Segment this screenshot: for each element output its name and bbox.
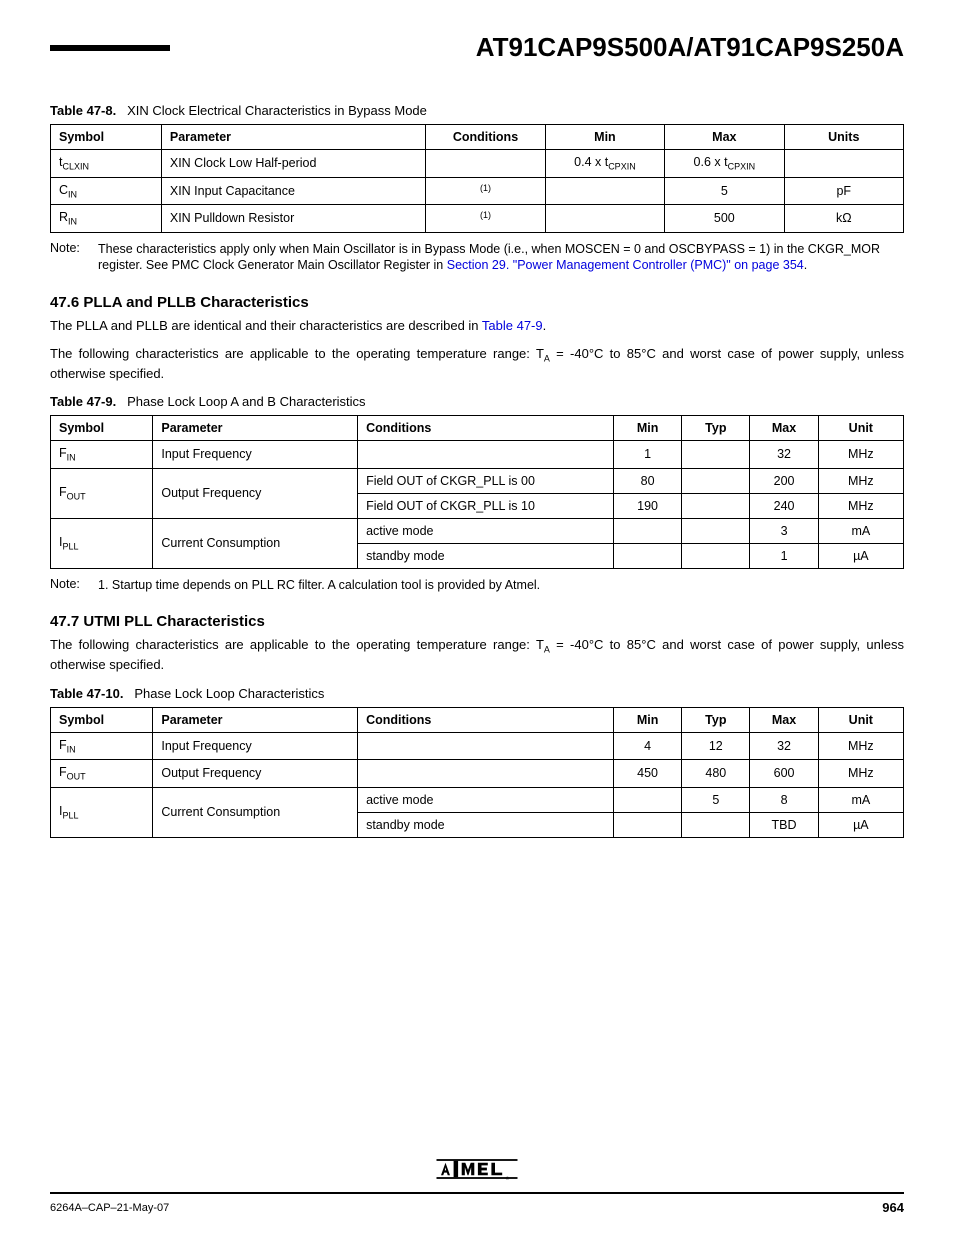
table-row: FOUTOutput Frequency450480600MHz bbox=[51, 760, 904, 788]
col-header: Max bbox=[665, 125, 784, 150]
link-table-479[interactable]: Table 47-9 bbox=[482, 318, 543, 333]
col-header: Parameter bbox=[153, 707, 358, 732]
table-479-note: Note: 1. Startup time depends on PLL RC … bbox=[50, 577, 904, 594]
table-4710-caption: Table 47-10. Phase Lock Loop Characteris… bbox=[50, 686, 904, 701]
table-row: CINXIN Input Capacitance(1)5pF bbox=[51, 177, 904, 205]
table-478-note: Note: These characteristics apply only w… bbox=[50, 241, 904, 275]
col-header: Conditions bbox=[426, 125, 545, 150]
page-number: 964 bbox=[882, 1200, 904, 1215]
col-header: Parameter bbox=[161, 125, 425, 150]
table-479: SymbolParameterConditionsMinTypMaxUnitFI… bbox=[50, 415, 904, 569]
col-header: Min bbox=[613, 707, 681, 732]
col-header: Units bbox=[784, 125, 903, 150]
col-header: Symbol bbox=[51, 125, 162, 150]
atmel-logo: ® bbox=[50, 1151, 904, 1192]
col-header: Min bbox=[545, 125, 664, 150]
col-header: Typ bbox=[682, 416, 750, 441]
table-row: FINInput Frequency132MHz bbox=[51, 441, 904, 469]
col-header: Min bbox=[613, 416, 681, 441]
doc-id: 6264A–CAP–21-May-07 bbox=[50, 1202, 169, 1214]
col-header: Typ bbox=[682, 707, 750, 732]
col-header: Unit bbox=[818, 707, 903, 732]
section-477-p1: The following characteristics are applic… bbox=[50, 636, 904, 673]
document-title: AT91CAP9S500A/AT91CAP9S250A bbox=[174, 32, 904, 63]
table-row: IPLLCurrent Consumptionactive mode58mA bbox=[51, 787, 904, 812]
col-header: Unit bbox=[818, 416, 903, 441]
table-row: tCLXINXIN Clock Low Half-period0.4 x tCP… bbox=[51, 150, 904, 178]
table-478: SymbolParameterConditionsMinMaxUnitstCLX… bbox=[50, 124, 904, 233]
link-pmc-section[interactable]: Section 29. "Power Management Controller… bbox=[447, 258, 804, 272]
header-rule bbox=[50, 45, 170, 51]
col-header: Max bbox=[750, 707, 818, 732]
col-header: Max bbox=[750, 416, 818, 441]
table-479-caption: Table 47-9. Phase Lock Loop A and B Char… bbox=[50, 394, 904, 409]
table-478-caption: Table 47-8. XIN Clock Electrical Charact… bbox=[50, 103, 904, 118]
table-row: IPLLCurrent Consumptionactive mode3mA bbox=[51, 518, 904, 543]
section-476-p2: The following characteristics are applic… bbox=[50, 345, 904, 382]
col-header: Parameter bbox=[153, 416, 358, 441]
section-476-heading: 47.6 PLLA and PLLB Characteristics bbox=[50, 294, 904, 311]
table-row: FINInput Frequency41232MHz bbox=[51, 732, 904, 760]
table-4710: SymbolParameterConditionsMinTypMaxUnitFI… bbox=[50, 707, 904, 838]
col-header: Symbol bbox=[51, 416, 153, 441]
col-header: Conditions bbox=[358, 707, 614, 732]
col-header: Conditions bbox=[358, 416, 614, 441]
page-header: AT91CAP9S500A/AT91CAP9S250A bbox=[50, 32, 904, 63]
section-476-p1: The PLLA and PLLB are identical and thei… bbox=[50, 317, 904, 335]
table-row: RINXIN Pulldown Resistor(1)500kΩ bbox=[51, 205, 904, 233]
col-header: Symbol bbox=[51, 707, 153, 732]
table-row: FOUTOutput FrequencyField OUT of CKGR_PL… bbox=[51, 468, 904, 493]
page-footer: ® 6264A–CAP–21-May-07 964 bbox=[50, 1147, 904, 1215]
section-477-heading: 47.7 UTMI PLL Characteristics bbox=[50, 613, 904, 630]
